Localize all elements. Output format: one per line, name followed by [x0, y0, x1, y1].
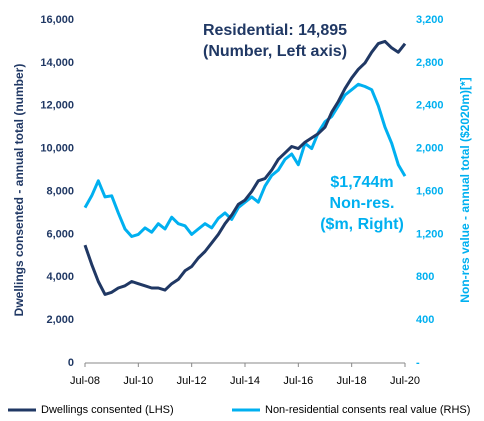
- x-tick-label: Jul-14: [230, 375, 260, 387]
- tick-label: 10,000: [40, 143, 74, 155]
- tick-label: 6,000: [46, 228, 74, 240]
- tick-label: 0: [68, 357, 74, 369]
- x-tick-label: Jul-16: [283, 375, 313, 387]
- tick-label: 800: [416, 271, 434, 283]
- tick-label: 3,200: [416, 14, 444, 26]
- tick-label: 1,600: [416, 185, 444, 197]
- x-tick-label: Jul-08: [70, 375, 100, 387]
- y-axis-title: Dwellings consented - annual total (numb…: [12, 64, 26, 317]
- x-tick-label: Jul-12: [177, 375, 207, 387]
- legend-label: Non-residential consents real value (RHS…: [265, 404, 470, 416]
- y2-axis-title: Non-res value - annual total ($2020m)[*]: [458, 77, 472, 302]
- tick-label: 2,800: [416, 57, 444, 69]
- x-tick-label: Jul-20: [390, 375, 420, 387]
- tick-label: 2,000: [416, 143, 444, 155]
- annotation: $1,744m: [330, 174, 393, 191]
- series-line: [83, 82, 407, 238]
- tick-label: 1,200: [416, 228, 444, 240]
- tick-label: 400: [416, 314, 434, 326]
- tick-label: 14,000: [40, 57, 74, 69]
- x-tick-label: Jul-10: [123, 375, 153, 387]
- annotation: Residential: 14,895: [203, 22, 347, 39]
- tick-label: 2,400: [416, 100, 444, 112]
- x-tick-label: Jul-18: [337, 375, 367, 387]
- annotation: Non-res.: [330, 195, 395, 212]
- annotation: ($m, Right): [320, 216, 404, 233]
- tick-label: 4,000: [46, 271, 74, 283]
- annotation: (Number, Left axis): [203, 43, 347, 60]
- tick-label: 16,000: [40, 14, 74, 26]
- tick-label: 12,000: [40, 100, 74, 112]
- tick-label: 8,000: [46, 185, 74, 197]
- tick-label: -: [416, 357, 420, 369]
- series-line: [83, 39, 407, 296]
- legend-label: Dwellings consented (LHS): [41, 404, 174, 416]
- tick-label: 2,000: [46, 314, 74, 326]
